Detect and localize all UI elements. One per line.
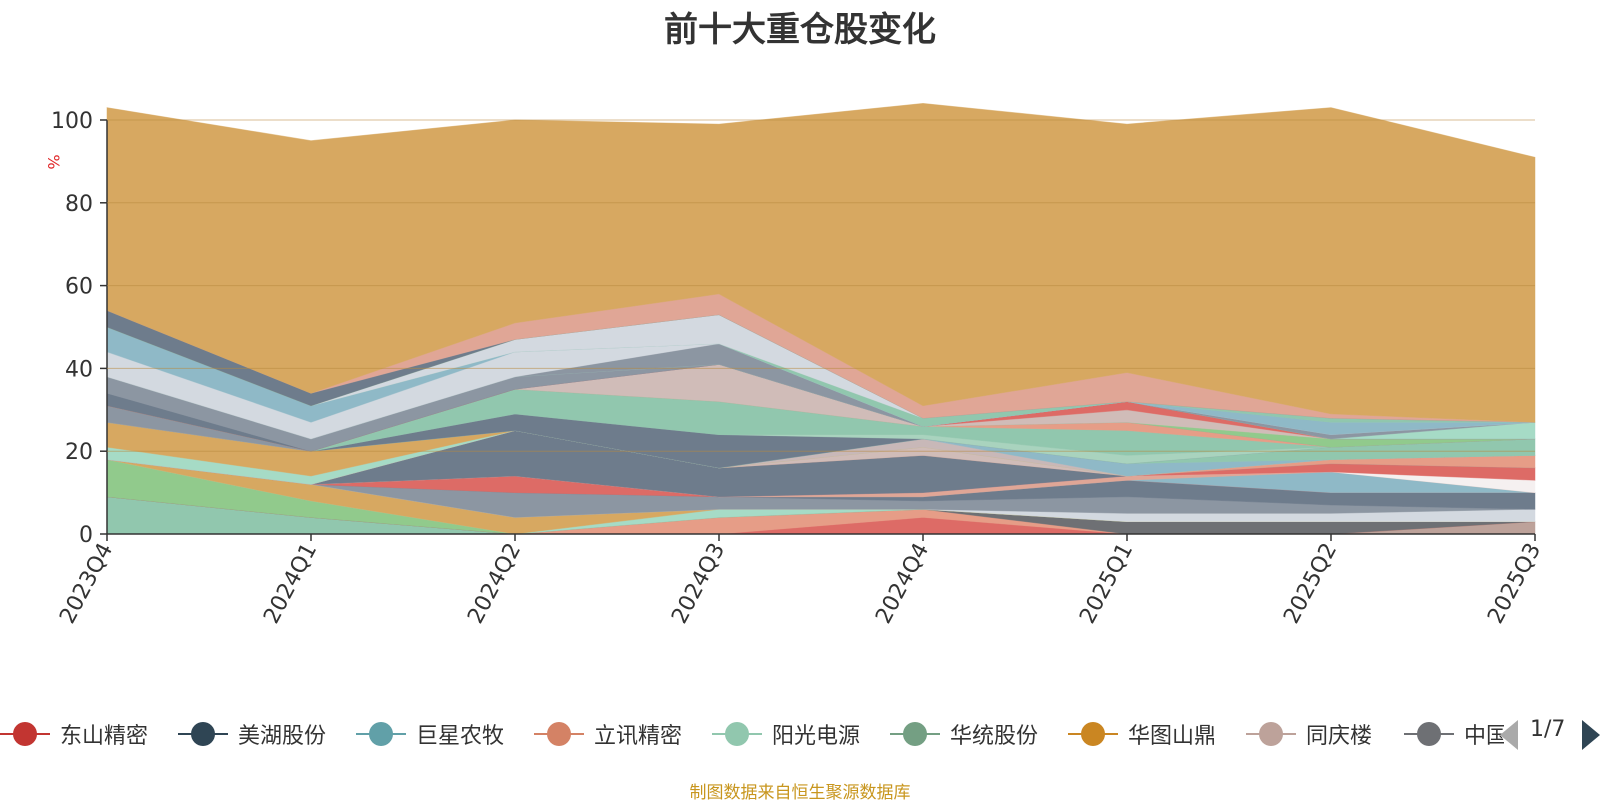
legend-marker-icon <box>1068 712 1118 756</box>
legend-item[interactable]: 华图山鼎 <box>1068 712 1216 756</box>
y-tick-label: 80 <box>65 192 93 217</box>
area-series <box>106 102 1536 535</box>
legend-label: 华统股份 <box>950 724 1039 749</box>
legend-marker-icon <box>890 712 940 756</box>
legend-label: 阳光电源 <box>772 724 861 749</box>
y-tick-label: 60 <box>65 275 93 300</box>
legend-item[interactable]: 华统股份 <box>890 712 1038 756</box>
x-tick-label: 2025Q3 <box>1483 539 1546 628</box>
legend-label: 巨星农牧 <box>416 724 505 749</box>
x-tick-label: 2024Q2 <box>463 539 526 628</box>
legend-page-indicator: 1/7 <box>1530 717 1566 742</box>
legend-marker-icon <box>1246 712 1296 756</box>
area-series-44 <box>106 102 1536 423</box>
x-tick-label: 2023Q4 <box>55 539 118 628</box>
y-tick-label: 0 <box>79 523 93 548</box>
legend-label: 中国 <box>1464 724 1504 749</box>
legend-marker-icon <box>0 712 50 756</box>
y-axis-label: % <box>44 154 63 169</box>
chart-title: 前十大重仓股变化 <box>664 10 936 50</box>
legend-label: 华图山鼎 <box>1128 724 1217 749</box>
legend-item[interactable]: 美湖股份 <box>178 712 326 756</box>
legend-item[interactable]: 阳光电源 <box>712 712 860 756</box>
y-tick-label: 100 <box>51 109 93 134</box>
legend-item[interactable]: 巨星农牧 <box>356 712 504 756</box>
x-tick-label: 2025Q2 <box>1279 539 1342 628</box>
legend-label: 美湖股份 <box>238 724 327 749</box>
x-tick-label: 2024Q3 <box>667 539 730 628</box>
legend-marker-icon <box>356 712 406 756</box>
legend-prev-arrow-icon[interactable] <box>1500 720 1518 750</box>
x-tick-label: 2024Q1 <box>259 539 322 628</box>
legend-next-arrow-icon[interactable] <box>1582 720 1600 750</box>
legend-item[interactable]: 立讯精密 <box>534 712 682 756</box>
x-tick-label: 2024Q4 <box>871 539 934 628</box>
legend-label: 立讯精密 <box>594 724 683 749</box>
legend-marker-icon <box>1404 712 1454 756</box>
legend-marker-icon <box>178 712 228 756</box>
y-tick-label: 20 <box>65 440 93 465</box>
y-tick-label: 40 <box>65 357 93 382</box>
legend-marker-icon <box>712 712 762 756</box>
legend: 东山精密 美湖股份 巨星农牧 立讯精密 阳光电源 华统股份 华图山鼎 同庆楼 中国 <box>0 712 1600 756</box>
legend-marker-icon <box>534 712 584 756</box>
legend-item[interactable]: 中国 <box>1404 712 1504 756</box>
legend-label: 同庆楼 <box>1306 724 1373 749</box>
legend-item[interactable]: 东山精密 <box>0 712 148 756</box>
grid-lines <box>107 119 1535 452</box>
source-note: 制图数据来自恒生聚源数据库 <box>689 783 911 803</box>
legend-item[interactable]: 同庆楼 <box>1246 712 1372 756</box>
x-tick-label: 2025Q1 <box>1075 539 1138 628</box>
legend-label: 东山精密 <box>60 724 149 749</box>
